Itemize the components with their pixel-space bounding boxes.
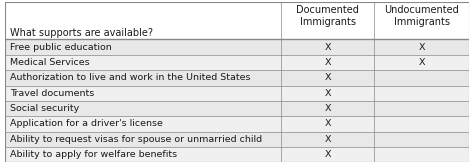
Bar <box>5 147 469 162</box>
Text: X: X <box>419 58 425 67</box>
Text: Ability to apply for welfare benefits: Ability to apply for welfare benefits <box>10 150 177 159</box>
Text: Application for a driver's license: Application for a driver's license <box>10 119 163 128</box>
Text: Travel documents: Travel documents <box>10 89 95 98</box>
Bar <box>5 39 469 55</box>
Bar <box>5 55 469 70</box>
Text: Medical Services: Medical Services <box>10 58 90 67</box>
Text: X: X <box>324 119 331 128</box>
Bar <box>5 132 469 147</box>
Text: X: X <box>324 150 331 159</box>
Text: Social security: Social security <box>10 104 80 113</box>
Text: Free public education: Free public education <box>10 43 112 52</box>
Text: Ability to request visas for spouse or unmarried child: Ability to request visas for spouse or u… <box>10 135 263 144</box>
Bar <box>5 2 469 39</box>
Text: What supports are available?: What supports are available? <box>10 28 153 38</box>
Text: X: X <box>324 135 331 144</box>
Text: X: X <box>324 43 331 52</box>
Text: Undocumented
Immigrants: Undocumented Immigrants <box>384 5 459 27</box>
Text: X: X <box>324 89 331 98</box>
Bar <box>5 116 469 132</box>
Text: X: X <box>419 43 425 52</box>
Text: X: X <box>324 104 331 113</box>
Bar <box>5 85 469 101</box>
Bar <box>5 70 469 85</box>
Text: X: X <box>324 58 331 67</box>
Text: Authorization to live and work in the United States: Authorization to live and work in the Un… <box>10 73 251 82</box>
Bar <box>5 101 469 116</box>
Text: Documented
Immigrants: Documented Immigrants <box>296 5 359 27</box>
Text: X: X <box>324 73 331 82</box>
